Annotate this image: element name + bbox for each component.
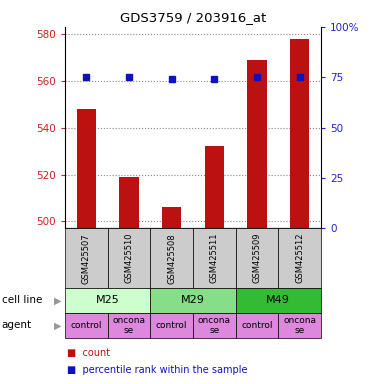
Text: ▶: ▶ [54, 295, 61, 306]
Bar [205, 146, 224, 228]
Text: oncona
se: oncona se [112, 316, 145, 335]
Bar [162, 207, 181, 228]
Text: control: control [156, 321, 187, 330]
Text: oncona
se: oncona se [198, 316, 231, 335]
Text: GSM425511: GSM425511 [210, 233, 219, 283]
Text: control: control [241, 321, 273, 330]
Text: control: control [70, 321, 102, 330]
Title: GDS3759 / 203916_at: GDS3759 / 203916_at [120, 11, 266, 24]
Text: M49: M49 [266, 295, 290, 306]
Bar [77, 109, 96, 228]
Text: ■  count: ■ count [67, 348, 110, 358]
Text: GSM425508: GSM425508 [167, 233, 176, 283]
Bar [290, 39, 309, 228]
Text: M25: M25 [96, 295, 119, 306]
Text: GSM425512: GSM425512 [295, 233, 304, 283]
Text: oncona
se: oncona se [283, 316, 316, 335]
Text: cell line: cell line [2, 295, 42, 306]
Text: ▶: ▶ [54, 320, 61, 331]
Text: agent: agent [2, 320, 32, 331]
Text: GSM425510: GSM425510 [124, 233, 134, 283]
Bar [119, 177, 138, 228]
Text: GSM425507: GSM425507 [82, 233, 91, 283]
Text: M29: M29 [181, 295, 205, 306]
Bar [247, 60, 266, 228]
Text: GSM425509: GSM425509 [252, 233, 262, 283]
Text: ■  percentile rank within the sample: ■ percentile rank within the sample [67, 365, 247, 375]
